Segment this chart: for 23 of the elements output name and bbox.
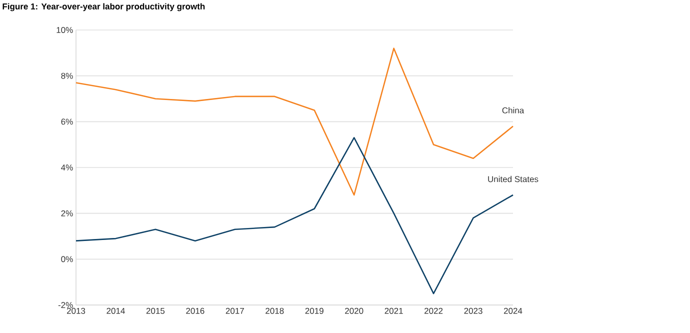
x-tick-label: 2020: [345, 308, 364, 314]
y-tick-label: 6%: [61, 118, 73, 125]
y-tick-label: 0%: [61, 256, 73, 262]
y-tick-label: 8%: [61, 72, 73, 79]
x-tick-label: 2016: [186, 308, 204, 314]
x-tick-label: 2017: [226, 308, 244, 314]
x-tick-label: 2013: [66, 308, 86, 314]
series-label: United States: [488, 176, 538, 182]
y-tick-label: 4%: [61, 164, 73, 170]
y-tick-label: 2%: [61, 210, 73, 216]
line-series: [75, 137, 514, 294]
y-tick-label: 10%: [56, 27, 73, 34]
series-label: China: [502, 107, 524, 114]
chart-title: Figure 1: Year-over-year labor productivity growth: [2, 3, 205, 12]
x-tick-label: 2019: [305, 308, 324, 314]
y-tick-label: -2%: [58, 302, 73, 308]
x-tick-label: 2015: [146, 308, 165, 314]
x-tick-label: 2024: [504, 308, 522, 314]
x-tick-label: 2018: [266, 308, 284, 314]
x-tick-label: 2014: [106, 308, 125, 314]
x-tick-label: 2023: [464, 308, 482, 314]
x-tick-label: 2021: [384, 308, 403, 314]
x-tick-label: 2022: [424, 308, 443, 314]
